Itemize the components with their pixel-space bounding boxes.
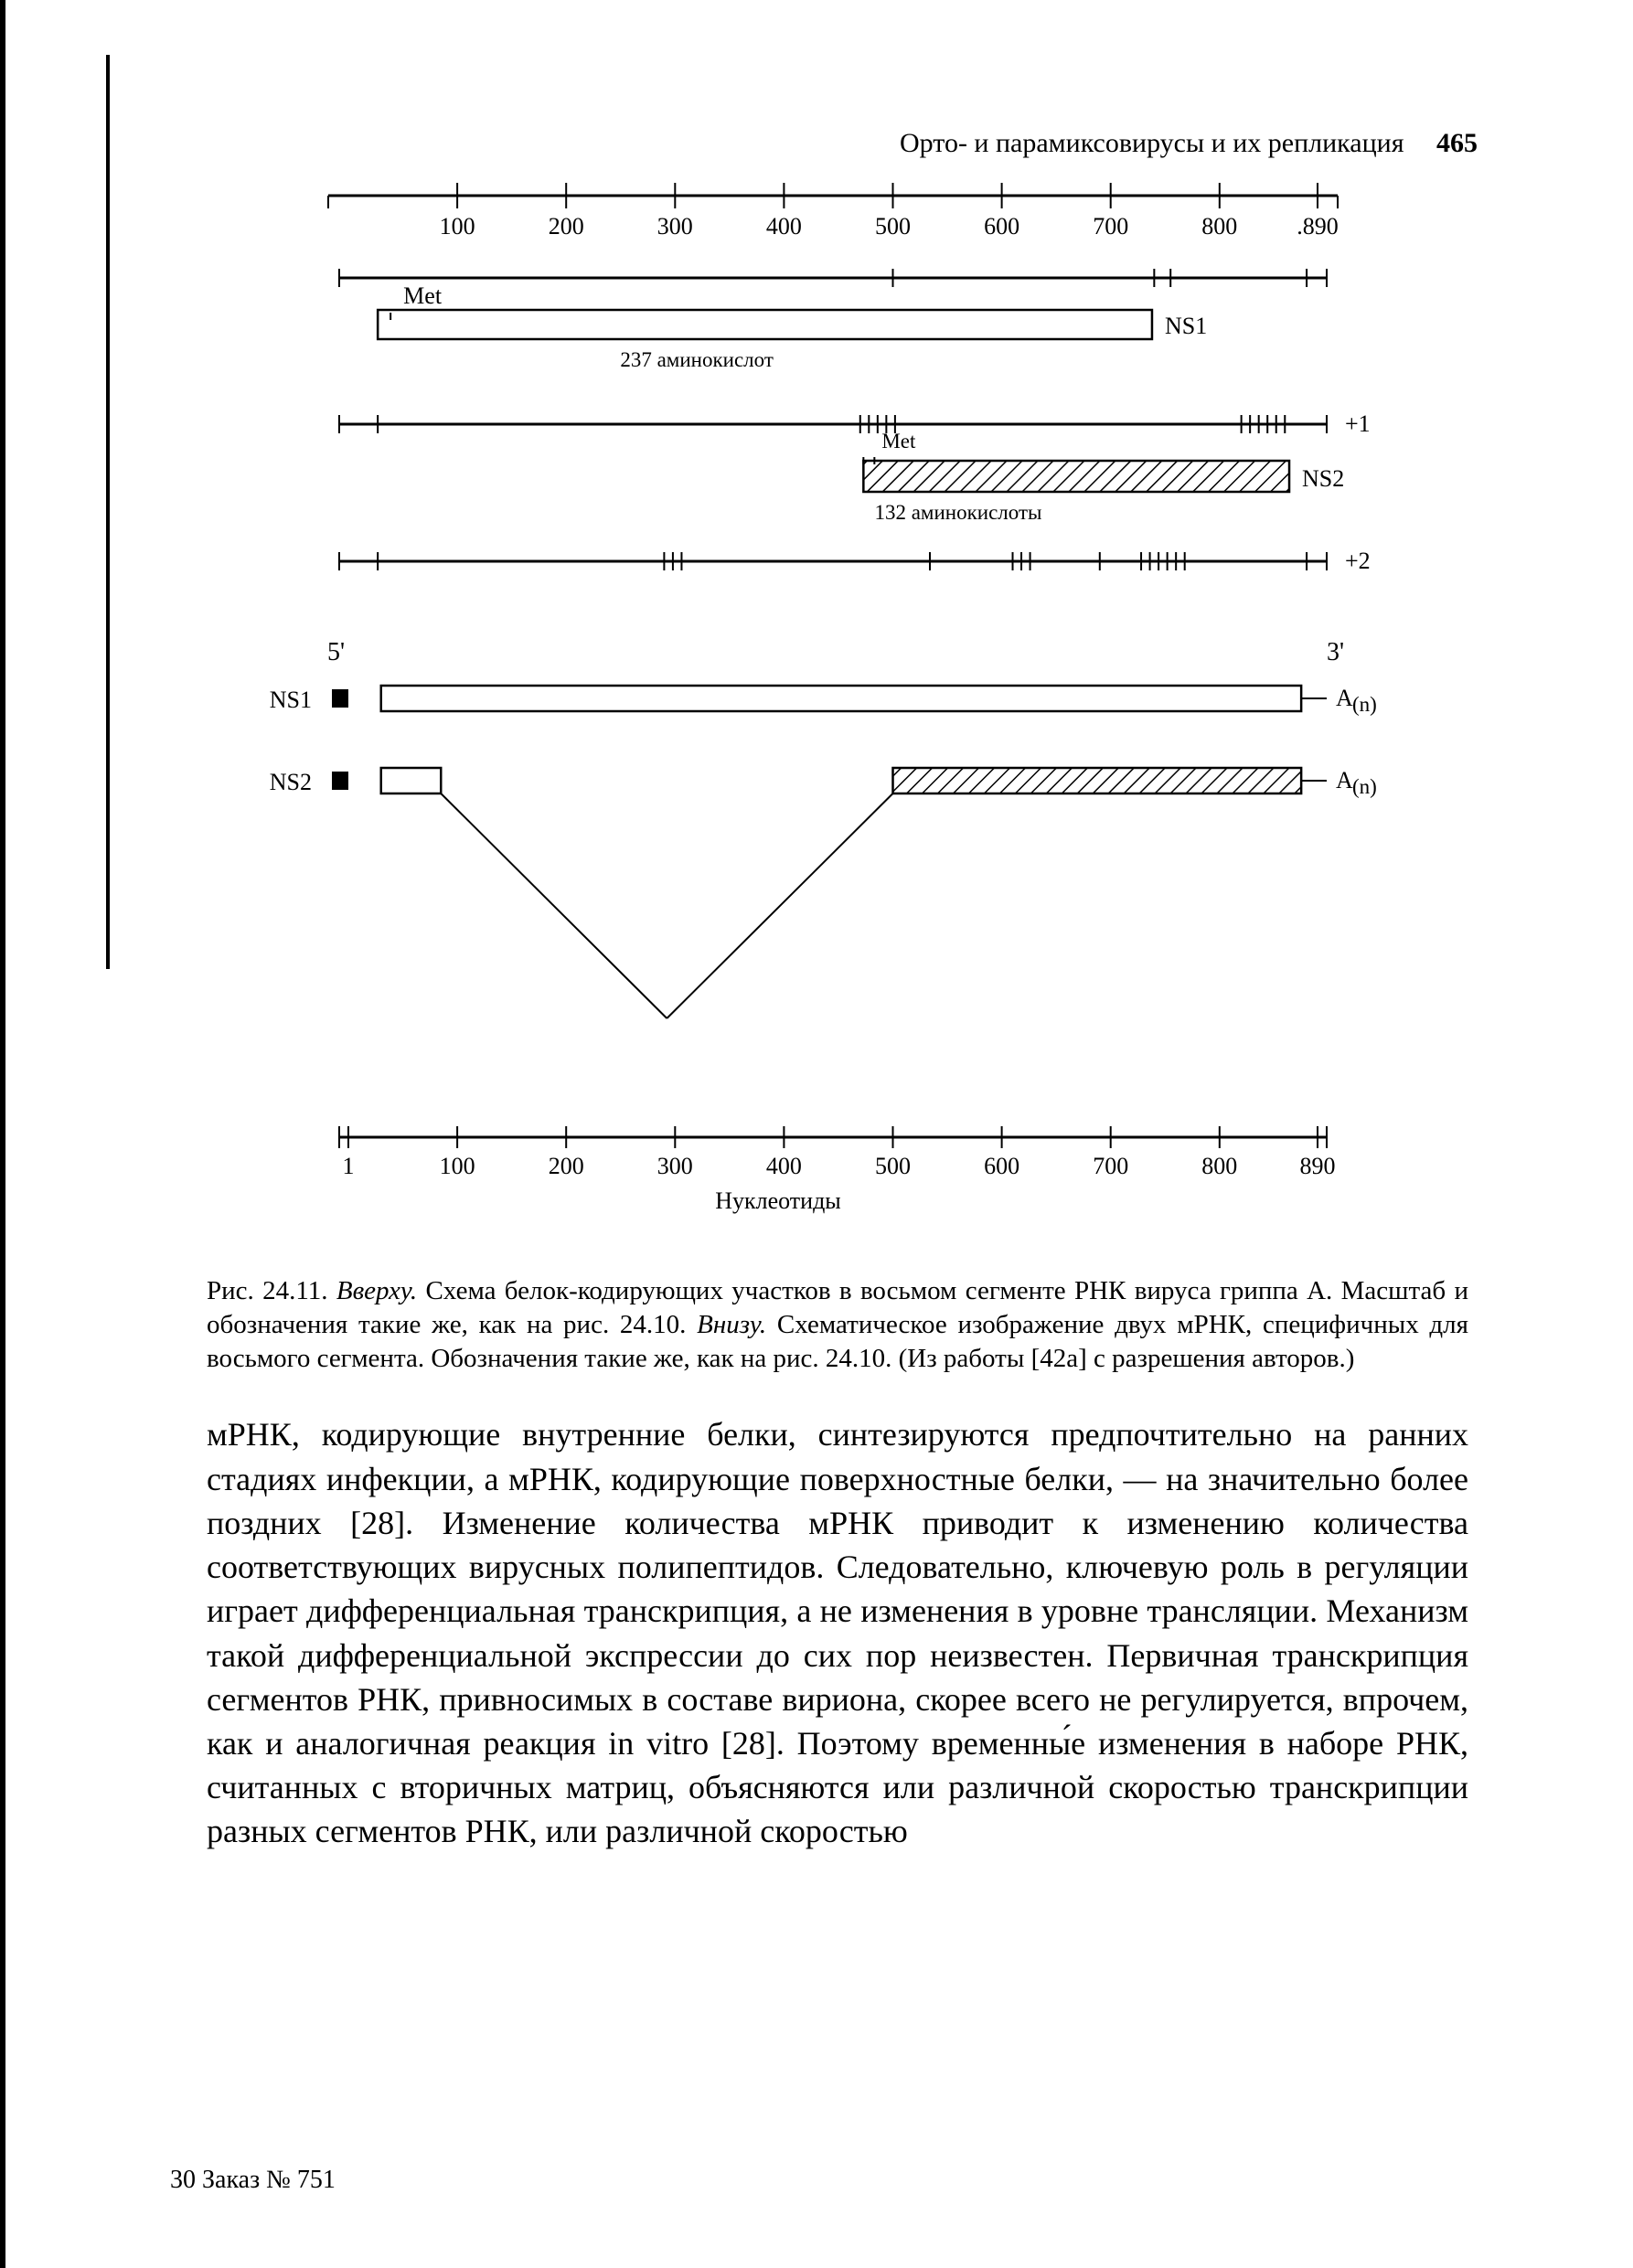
svg-text:A: A bbox=[1336, 767, 1353, 793]
svg-text:(n): (n) bbox=[1352, 775, 1377, 798]
svg-text:600: 600 bbox=[984, 213, 1019, 240]
svg-text:NS2: NS2 bbox=[270, 769, 312, 795]
svg-text:A: A bbox=[1336, 685, 1353, 711]
svg-text:Met: Met bbox=[881, 430, 916, 453]
svg-text:NS1: NS1 bbox=[270, 687, 312, 713]
figure-diagram: 100 200 300 400 500 600 700 800 .890 Met NS1 237 ам… bbox=[243, 168, 1414, 1247]
svg-text:3': 3' bbox=[1327, 638, 1344, 666]
running-title: Орто- и парамиксовирусы и их репликация bbox=[900, 128, 1404, 158]
svg-text:Met: Met bbox=[403, 282, 443, 309]
svg-text:890: 890 bbox=[1300, 1153, 1336, 1179]
svg-text:500: 500 bbox=[875, 213, 911, 240]
svg-text:5': 5' bbox=[327, 638, 345, 666]
svg-text:100: 100 bbox=[440, 213, 475, 240]
svg-text:300: 300 bbox=[657, 213, 693, 240]
print-signature: 30 Заказ № 751 bbox=[170, 2166, 336, 2195]
svg-text:700: 700 bbox=[1093, 213, 1128, 240]
caption-emph-bottom: Внизу. bbox=[697, 1310, 766, 1339]
svg-text:237 аминокислот: 237 аминокислот bbox=[620, 348, 774, 371]
body-paragraph: мРНК, кодирующие внутренние белки, синте… bbox=[207, 1412, 1468, 1853]
svg-text:1: 1 bbox=[343, 1153, 355, 1179]
svg-text:(n): (n) bbox=[1352, 693, 1377, 716]
diagram-svg: 100 200 300 400 500 600 700 800 .890 Met NS1 237 ам… bbox=[243, 168, 1414, 1247]
svg-text:200: 200 bbox=[549, 1153, 584, 1179]
svg-text:200: 200 bbox=[549, 213, 584, 240]
svg-text:500: 500 bbox=[875, 1153, 911, 1179]
svg-text:NS1: NS1 bbox=[1165, 313, 1207, 339]
caption-emph-top: Вверху. bbox=[336, 1276, 417, 1305]
figure-number: Рис. 24.11. bbox=[207, 1276, 328, 1305]
svg-text:800: 800 bbox=[1201, 1153, 1237, 1179]
svg-text:100: 100 bbox=[440, 1153, 475, 1179]
svg-text:300: 300 bbox=[657, 1153, 693, 1179]
svg-text:.890: .890 bbox=[1297, 213, 1339, 240]
figure-caption: Рис. 24.11. Вверху. Схема белок-кодирующ… bbox=[207, 1274, 1468, 1376]
page-number: 465 bbox=[1436, 128, 1478, 158]
svg-text:800: 800 bbox=[1201, 213, 1237, 240]
svg-text:NS2: NS2 bbox=[1302, 465, 1344, 492]
scan-margin-rule bbox=[106, 55, 110, 969]
svg-text:+2: +2 bbox=[1345, 548, 1371, 574]
svg-text:400: 400 bbox=[766, 213, 802, 240]
svg-text:Нуклеотиды: Нуклеотиды bbox=[715, 1187, 841, 1214]
svg-text:132 аминокислоты: 132 аминокислоты bbox=[874, 501, 1041, 524]
page: Орто- и парамиксовирусы и их репликация … bbox=[0, 0, 1633, 2268]
svg-text:700: 700 bbox=[1093, 1153, 1128, 1179]
running-head: Орто- и парамиксовирусы и их репликация … bbox=[170, 128, 1505, 159]
svg-text:+1: +1 bbox=[1345, 410, 1371, 437]
svg-text:400: 400 bbox=[766, 1153, 802, 1179]
svg-text:600: 600 bbox=[984, 1153, 1019, 1179]
